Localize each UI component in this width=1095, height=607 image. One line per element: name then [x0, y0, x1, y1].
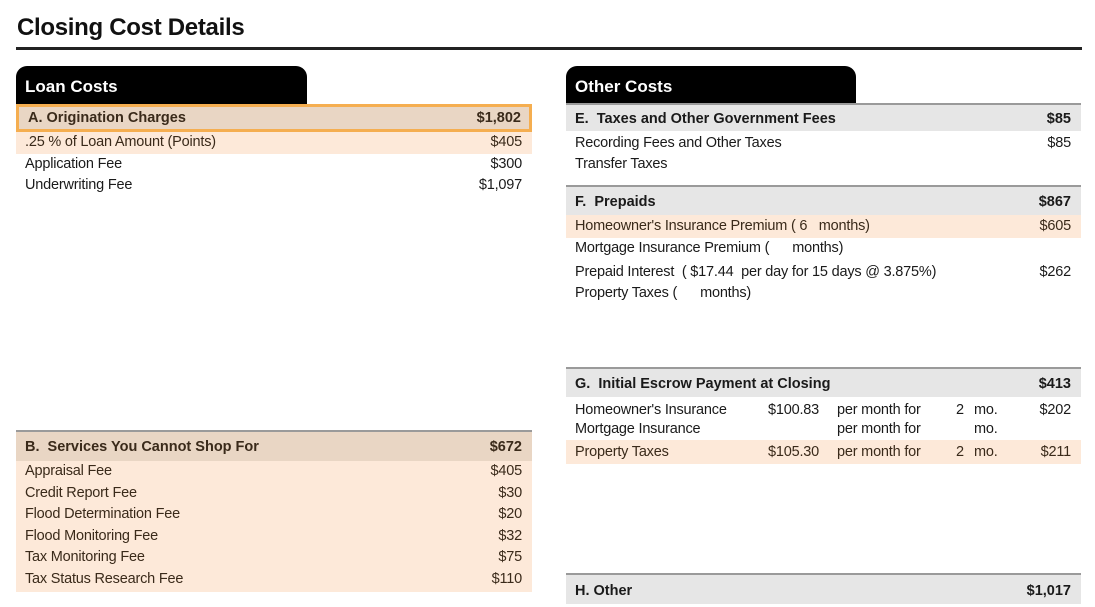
section-f-total: $867 — [1038, 194, 1071, 210]
section-f-header: F. Prepaids $867 — [566, 185, 1081, 215]
line-item: Application Fee $300 — [25, 155, 522, 172]
escrow-row: Homeowner's Insurance $100.83 per month … — [575, 402, 1071, 418]
section-e-header: E. Taxes and Other Government Fees $85 — [566, 103, 1081, 131]
section-e-label: E. Taxes and Other Government Fees — [575, 111, 836, 127]
escrow-row: Property Taxes $105.30 per month for 2 m… — [566, 440, 1081, 464]
line-item: Recording Fees and Other Taxes $85 — [575, 135, 1071, 151]
section-a-origination: A. Origination Charges $1,802 .25 % of L… — [16, 104, 532, 197]
section-a-header: A. Origination Charges $1,802 — [16, 104, 532, 132]
line-item: Tax Monitoring Fee $75 — [25, 549, 522, 565]
title-divider — [16, 47, 1082, 50]
line-item: Credit Report Fee $30 — [25, 484, 522, 501]
section-g-label: G. Initial Escrow Payment at Closing — [575, 376, 831, 392]
section-b-services: B. Services You Cannot Shop For $672 App… — [16, 430, 532, 592]
other-costs-tab: Other Costs — [566, 66, 856, 104]
section-a-total: $1,802 — [476, 110, 521, 126]
section-f-label: F. Prepaids — [575, 194, 656, 210]
line-item: Flood Monitoring Fee $32 — [25, 527, 522, 544]
section-h-label: H. Other — [575, 583, 633, 599]
section-g-total: $413 — [1038, 376, 1071, 392]
line-item: Mortgage Insurance Premium ( months) — [575, 240, 844, 256]
section-h-header: H. Other $1,017 — [566, 573, 1081, 604]
section-b-header: B. Services You Cannot Shop For $672 — [16, 430, 532, 461]
line-item: Transfer Taxes — [575, 156, 668, 172]
section-h-other: H. Other $1,017 — [566, 573, 1081, 604]
section-e-total: $85 — [1046, 111, 1071, 127]
section-b-label: B. Services You Cannot Shop For — [25, 439, 259, 455]
section-h-total: $1,017 — [1026, 583, 1071, 599]
line-item: Property Taxes ( months) — [575, 285, 752, 301]
line-item: Flood Determination Fee $20 — [25, 506, 522, 522]
section-g-header: G. Initial Escrow Payment at Closing $41… — [566, 367, 1081, 397]
line-item: Underwriting Fee $1,097 — [25, 177, 522, 193]
loan-costs-tab: Loan Costs — [16, 66, 307, 104]
section-g-escrow: G. Initial Escrow Payment at Closing $41… — [566, 367, 1081, 464]
section-a-label: A. Origination Charges — [28, 110, 186, 126]
line-item: Tax Status Research Fee $110 — [25, 570, 522, 587]
line-item: .25 % of Loan Amount (Points) $405 — [16, 132, 532, 154]
escrow-row: Mortgage Insurance per month for mo. — [575, 421, 998, 437]
section-f-prepaids: F. Prepaids $867 Homeowner's Insurance P… — [566, 185, 1081, 305]
section-e-taxes: E. Taxes and Other Government Fees $85 R… — [566, 103, 1081, 176]
line-item: Homeowner's Insurance Premium ( 6 months… — [566, 215, 1081, 238]
line-item: Prepaid Interest ( $17.44 per day for 15… — [575, 264, 1071, 280]
page-title: Closing Cost Details — [17, 14, 245, 41]
section-b-total: $672 — [489, 439, 522, 455]
line-item: Appraisal Fee $405 — [25, 463, 522, 479]
